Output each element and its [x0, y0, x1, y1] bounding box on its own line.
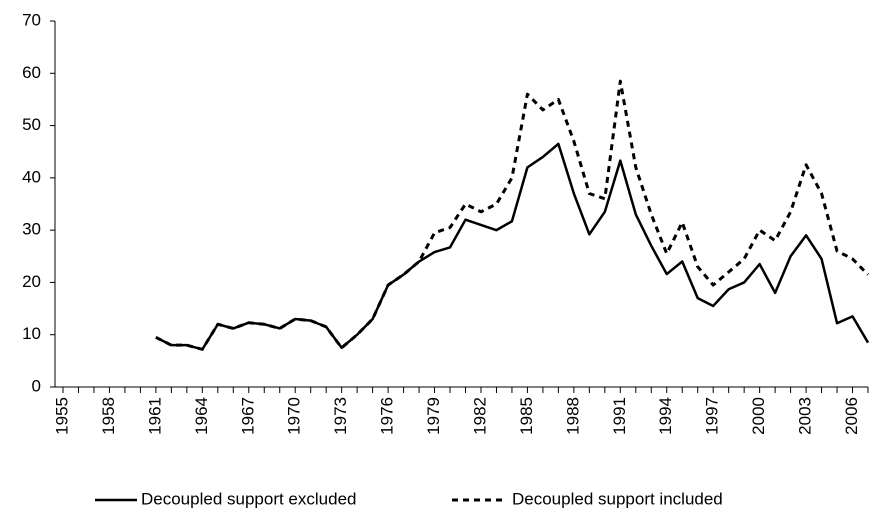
y-tick-label: 0: [32, 376, 41, 395]
x-tick-label: 1964: [192, 397, 211, 435]
x-tick-label: 1988: [563, 397, 582, 435]
x-tick-label: 1973: [331, 397, 350, 435]
y-tick-label: 60: [22, 63, 41, 82]
x-tick-label: 1994: [656, 397, 675, 435]
x-tick-label: 2006: [842, 397, 861, 435]
x-tick-label: 1979: [424, 397, 443, 435]
x-tick-label: 1958: [99, 397, 118, 435]
y-tick-label: 50: [22, 115, 41, 134]
y-tick-label: 40: [22, 167, 41, 186]
series-line: [155, 79, 869, 351]
x-tick-label: 1976: [378, 397, 397, 435]
x-tick-label: 2000: [749, 397, 768, 435]
x-tick-label: 1961: [145, 397, 164, 435]
x-tick-label: 1970: [285, 397, 304, 435]
series-line: [155, 142, 869, 351]
x-tick-label: 2003: [796, 397, 815, 435]
x-tick-label: 1982: [470, 397, 489, 435]
x-tick-label: 1955: [52, 397, 71, 435]
x-tick-label: 1985: [517, 397, 536, 435]
legend-label: Decoupled support included: [512, 489, 723, 508]
y-tick-label: 70: [22, 10, 41, 29]
x-tick-label: 1967: [238, 397, 257, 435]
y-tick-label: 10: [22, 324, 41, 343]
y-tick-label: 30: [22, 220, 41, 239]
x-tick-label: 1997: [703, 397, 722, 435]
x-tick-label: 1991: [610, 397, 629, 435]
legend-label: Decoupled support excluded: [141, 489, 356, 508]
y-tick-label: 20: [22, 272, 41, 291]
